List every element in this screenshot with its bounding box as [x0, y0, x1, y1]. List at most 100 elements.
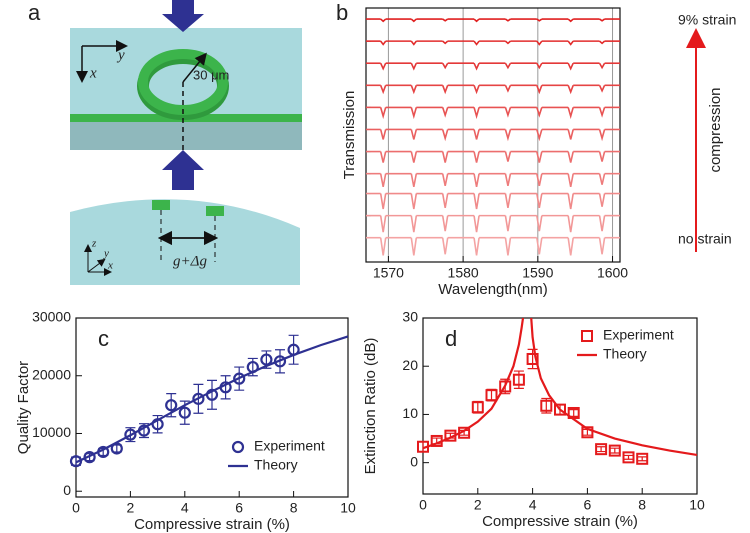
marker [471, 401, 484, 414]
dip [536, 18, 543, 22]
dip [567, 193, 574, 210]
legend-label: Experiment [254, 438, 325, 454]
dip [567, 151, 574, 163]
dip [441, 237, 449, 255]
dip [504, 151, 512, 162]
legend-label: Experiment [603, 327, 674, 343]
x-axis-label: Wavelength(nm) [438, 281, 547, 298]
dip [441, 193, 449, 209]
dip [504, 237, 512, 256]
axis-label: x [89, 65, 97, 81]
dip [441, 107, 449, 118]
x-tick-label: 0 [72, 500, 80, 516]
slab-front [70, 120, 302, 150]
marker [512, 373, 525, 386]
dip [410, 40, 417, 46]
annotation: no strain [678, 230, 732, 246]
dip [410, 237, 418, 256]
dip [441, 151, 449, 163]
error-bar [609, 447, 620, 454]
radius-label: 30 μm [193, 67, 229, 82]
panel-label: d [445, 326, 457, 351]
plot-frame [365, 7, 621, 263]
dip [536, 193, 543, 209]
marker [485, 389, 498, 402]
marker [581, 426, 594, 439]
x-tick-label: 2 [127, 500, 135, 516]
dip [441, 215, 449, 232]
dip [441, 129, 449, 142]
dip [379, 237, 387, 256]
x-axis-label: Compressive strain (%) [134, 516, 290, 533]
x-tick-label: 4 [529, 497, 537, 513]
panel-c: 0 2 4 6 8 10 0 10000 20000 30000 Compressive strai… [15, 309, 356, 533]
gap-label: g+Δg [173, 253, 207, 269]
dip [473, 193, 480, 210]
y-tick-label: 30 [402, 309, 418, 325]
dip [379, 107, 387, 120]
panel-a: a x y 30 μm g+Δg z y x [28, 0, 302, 285]
x-tick-label: 1590 [522, 265, 553, 281]
dip [379, 85, 387, 95]
y-axis-label: Extinction Ratio (dB) [362, 338, 379, 475]
dip [598, 173, 606, 185]
annotation: compression [707, 87, 724, 172]
error-bar [288, 334, 299, 365]
dip [599, 40, 606, 45]
error-bar [527, 348, 538, 370]
slab-top [70, 28, 302, 120]
marker [554, 403, 566, 416]
x-tick-label: 10 [340, 500, 356, 516]
x-tick-label: 1570 [373, 265, 404, 281]
error-bar [637, 456, 648, 462]
dip [567, 18, 574, 23]
dip [567, 215, 574, 233]
dip [379, 173, 387, 188]
dip [536, 173, 543, 186]
dip [380, 18, 387, 23]
dip [410, 18, 417, 23]
legend-label: Theory [254, 457, 298, 473]
dip [536, 107, 543, 118]
dip [504, 40, 511, 45]
force-arrow [162, 0, 204, 32]
axis-arrow [87, 258, 106, 273]
marker [260, 353, 273, 366]
dip [410, 193, 418, 210]
axis-label: y [103, 248, 109, 260]
dip [598, 237, 606, 255]
dip [473, 129, 480, 140]
dip [536, 85, 543, 95]
dip [567, 237, 574, 256]
marker [526, 352, 539, 365]
x-axis-label: Compressive strain (%) [482, 513, 638, 530]
dip [379, 129, 387, 140]
error-bar [220, 375, 231, 400]
y-tick-label: 20000 [32, 366, 71, 382]
dip [598, 84, 606, 93]
axis-label: z [91, 238, 97, 250]
dip [504, 173, 512, 186]
plot-frame [422, 317, 698, 495]
panel-b: 1570 1580 1590 1600 Wavelength(nm) Transmissi… [336, 0, 736, 298]
x-tick-label: 1580 [448, 265, 479, 281]
panel-label: a [28, 0, 41, 25]
dip [567, 107, 574, 120]
dip [536, 129, 543, 142]
dip [504, 193, 512, 209]
dip [536, 215, 543, 232]
dip [598, 193, 606, 207]
dip [598, 107, 606, 118]
dip [410, 173, 418, 188]
dip [599, 18, 606, 22]
y-tick-label: 10 [402, 405, 418, 421]
dip [441, 85, 449, 95]
axis-label: x [107, 260, 113, 272]
dip [598, 129, 606, 142]
panel-label: b [336, 0, 348, 25]
error-bar [623, 454, 634, 460]
marker [636, 452, 649, 465]
x-tick-label: 10 [689, 497, 705, 513]
dip [473, 107, 480, 120]
marker [581, 330, 593, 342]
